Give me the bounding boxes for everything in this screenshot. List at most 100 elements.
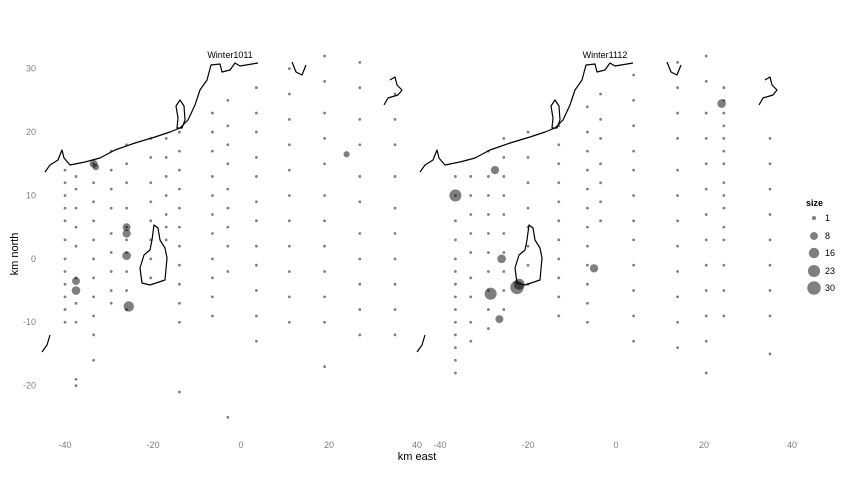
survey-point [722,289,726,292]
survey-point [526,181,530,185]
survey-point [599,219,602,223]
survey-point [586,282,589,286]
survey-point [323,111,326,115]
survey-point [74,301,78,305]
survey-point [226,187,230,191]
survey-point [164,175,168,178]
survey-point [722,206,726,210]
survey-point [74,187,78,191]
survey-point [704,162,708,166]
survey-point [599,200,602,204]
sighting-point [495,315,504,324]
southern-coastline [41,334,51,353]
survey-point [226,206,230,210]
survey-point [768,162,772,166]
survey-point [178,244,181,248]
survey-point [74,175,78,178]
survey-point [526,244,530,248]
survey-point [557,219,561,223]
y-axis-title: km north [9,233,21,276]
survey-point [255,339,258,343]
survey-point [676,219,679,223]
legend-label: 16 [825,248,835,258]
y-tick-label: -20 [23,381,36,391]
survey-point [226,415,230,419]
survey-point [74,206,78,210]
survey-point [255,219,258,223]
survey-point [92,181,95,185]
survey-point [469,175,473,178]
survey-point [599,92,602,96]
survey-point [211,175,214,178]
survey-point [454,358,457,362]
survey-point [722,124,726,128]
island-outline [175,99,186,129]
y-axis: -20 -10 0 10 20 30 [23,64,36,391]
survey-point [178,206,181,210]
sighting-point [123,301,134,312]
survey-point [178,263,181,267]
survey-point [704,54,708,58]
survey-point [768,289,772,292]
x-tick-label: -40 [58,440,71,450]
survey-point [178,225,181,229]
survey-point [722,149,726,153]
points-winter1011 [63,54,397,419]
headland-coastline [666,61,682,76]
survey-point [454,270,457,273]
survey-point [502,308,506,311]
survey-point [487,232,490,235]
survey-point [469,276,473,280]
x-tick-label: 20 [699,440,709,450]
survey-point [178,320,181,324]
survey-point [632,98,635,102]
survey-point [586,105,589,109]
survey-point [255,244,258,248]
survey-point [149,219,153,223]
survey-point [454,320,457,324]
survey-point [178,187,181,191]
survey-point [164,156,168,159]
x-tick-label: 40 [412,440,422,450]
survey-point [323,365,326,369]
survey-point [704,263,708,267]
survey-point [164,225,168,229]
survey-point [526,156,530,159]
survey-point [676,270,679,273]
x-axis-title: km east [398,451,437,463]
survey-point [255,289,258,292]
survey-point [722,162,726,166]
survey-point [211,130,214,134]
sighting-point [122,223,131,232]
survey-point [226,162,230,166]
survey-point [676,320,679,324]
survey-point [632,149,635,153]
survey-point [557,257,561,261]
survey-point [722,111,726,115]
survey-point [255,314,258,318]
survey-point [704,289,708,292]
survey-point [454,238,457,242]
sighting-point [484,287,497,300]
survey-point [586,225,589,229]
survey-point [632,289,635,292]
sighting-point [92,163,100,171]
survey-point [178,301,181,305]
legend-key [807,264,821,278]
survey-point [722,181,726,185]
survey-point [676,168,679,172]
survey-point [469,194,473,197]
survey-point [722,238,726,242]
survey-point [599,162,602,166]
survey-point [323,244,326,248]
survey-point [226,124,230,128]
survey-point [393,175,397,178]
island-outline [550,99,561,129]
survey-point [288,67,291,71]
survey-point [599,137,602,140]
survey-point [358,200,362,204]
survey-point [632,168,635,172]
survey-point [586,320,589,324]
survey-point [323,162,326,166]
survey-point [454,308,457,311]
